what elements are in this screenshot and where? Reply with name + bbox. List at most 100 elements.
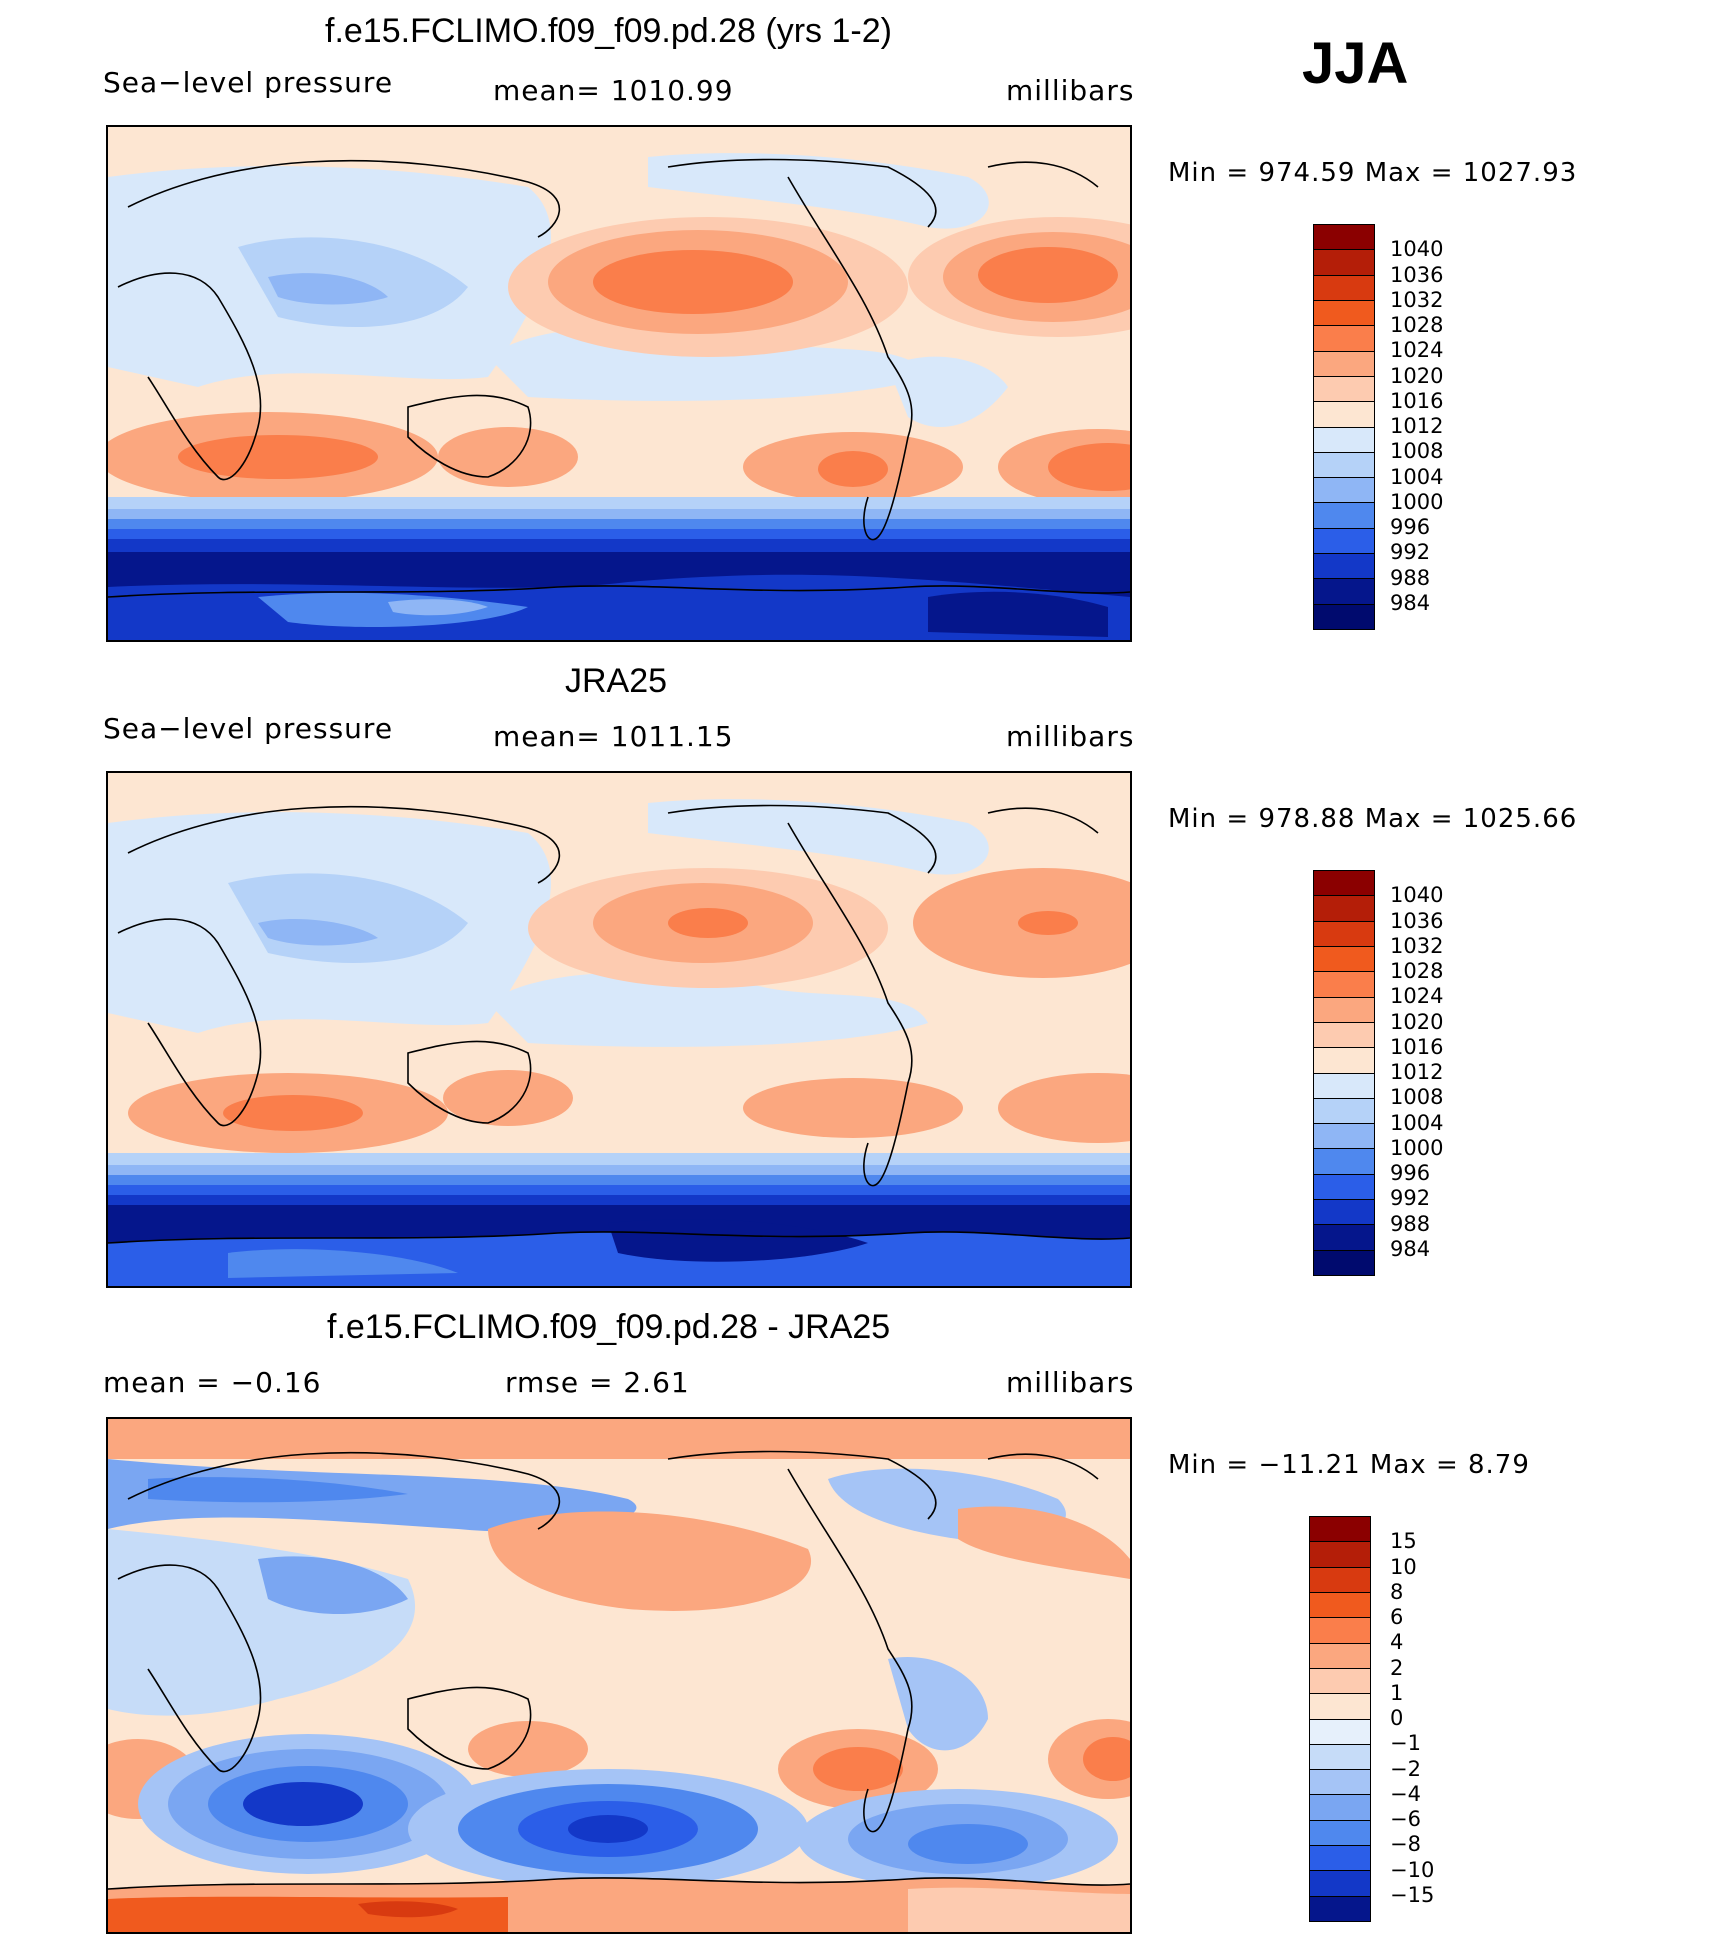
colorbar-swatch	[1314, 326, 1374, 352]
colorbar-swatch	[1314, 1022, 1374, 1049]
colorbar-tick-label: 0	[1390, 1706, 1404, 1730]
colorbar-tick-label: 10	[1390, 1554, 1417, 1579]
colorbar-swatch	[1310, 1618, 1370, 1644]
colorbar-swatch	[1314, 871, 1374, 897]
colorbar-tick-label: 996	[1390, 515, 1431, 539]
colorbar-tick-label: 1016	[1390, 1034, 1444, 1059]
colorbar-swatch	[1314, 402, 1374, 428]
colorbar-swatch	[1310, 1795, 1370, 1821]
colorbar-tick-label: 1040	[1390, 883, 1444, 908]
colorbar-tick-label: −10	[1390, 1857, 1435, 1882]
panel-2-variable-label: Sea−level pressure	[103, 712, 394, 745]
colorbar-swatch	[1310, 1744, 1370, 1771]
panel-1-mean-label: mean= 1010.99	[493, 74, 734, 107]
panel-2-minmax: Min = 978.88 Max = 1025.66	[1168, 804, 1578, 834]
colorbar-swatch	[1314, 579, 1374, 605]
colorbar-tick-label: −1	[1390, 1731, 1421, 1756]
colorbar-tick-label: 1004	[1390, 464, 1444, 489]
colorbar-swatch	[1314, 1048, 1374, 1074]
season-label: JJA	[1302, 31, 1409, 96]
colorbar-tick-label: 1032	[1390, 287, 1444, 312]
colorbar-tick-label: 1036	[1390, 262, 1444, 287]
colorbar-tick-label: 1008	[1390, 439, 1444, 464]
panel-3-colorbar	[1309, 1516, 1371, 1922]
colorbar-swatch	[1310, 1871, 1370, 1897]
colorbar-swatch	[1314, 1149, 1374, 1175]
colorbar-tick-label: 984	[1390, 1236, 1431, 1261]
panel-1-map-svg	[108, 127, 1130, 640]
colorbar-tick-label: 1028	[1390, 959, 1444, 983]
colorbar-swatch	[1310, 1567, 1370, 1593]
colorbar-swatch	[1314, 972, 1374, 998]
colorbar-tick-label: 1000	[1390, 1135, 1444, 1160]
colorbar-tick-label: −6	[1390, 1807, 1421, 1831]
colorbar-tick-label: 8	[1390, 1579, 1404, 1604]
colorbar-tick-label: 1004	[1390, 1110, 1444, 1135]
colorbar-swatch	[1314, 225, 1374, 251]
colorbar-swatch	[1310, 1820, 1370, 1847]
panel-3-map	[106, 1417, 1132, 1934]
colorbar-tick-label: −8	[1390, 1832, 1421, 1857]
colorbar-swatch	[1310, 1643, 1370, 1669]
colorbar-tick-label: 1024	[1390, 984, 1444, 1009]
colorbar-tick-label: 1008	[1390, 1085, 1444, 1110]
panel-2-title: JRA25	[565, 662, 668, 700]
colorbar-tick-label: 1024	[1390, 338, 1444, 363]
colorbar-tick-label: 988	[1390, 1211, 1431, 1236]
colorbar-swatch	[1314, 1225, 1374, 1251]
panel-3-colorbar-ticks: 15 10 8 6 4 2 1 0 −1 −2 −4 −6 −8 −10 −15	[1390, 1516, 1480, 1920]
colorbar-tick-label: 992	[1390, 540, 1431, 565]
panel-2-map-svg	[108, 773, 1130, 1286]
panel-2-mean-label: mean= 1011.15	[493, 720, 734, 753]
colorbar-swatch	[1314, 478, 1374, 504]
colorbar-swatch	[1310, 1592, 1370, 1619]
colorbar-swatch	[1310, 1770, 1370, 1796]
colorbar-tick-label: 1012	[1390, 1060, 1444, 1084]
colorbar-swatch	[1314, 1098, 1374, 1125]
colorbar-swatch	[1314, 376, 1374, 403]
panel-1-units-label: millibars	[1006, 74, 1135, 107]
colorbar-swatch	[1310, 1517, 1370, 1543]
colorbar-swatch	[1314, 921, 1374, 947]
colorbar-tick-label: 15	[1390, 1529, 1417, 1554]
colorbar-swatch	[1314, 452, 1374, 479]
panel-3-rmse-label: rmse = 2.61	[505, 1366, 690, 1399]
colorbar-tick-label: 1040	[1390, 237, 1444, 262]
colorbar-tick-label: −4	[1390, 1781, 1421, 1806]
colorbar-swatch	[1314, 300, 1374, 327]
panel-1-minmax: Min = 974.59 Max = 1027.93	[1168, 158, 1578, 188]
colorbar-swatch	[1314, 427, 1374, 453]
colorbar-swatch	[1314, 503, 1374, 529]
panel-1-map	[106, 125, 1132, 642]
colorbar-swatch	[1314, 351, 1374, 377]
panel-1-colorbar	[1313, 224, 1375, 630]
panel-2-colorbar	[1313, 870, 1375, 1276]
panel-2-map	[106, 771, 1132, 1288]
panel-2-colorbar-ticks: 1040 1036 1032 1028 1024 1020 1016 1012 1008 1004…	[1390, 870, 1480, 1274]
panel-3-mean-label: mean = −0.16	[103, 1366, 322, 1399]
colorbar-swatch	[1310, 1896, 1370, 1921]
colorbar-swatch	[1314, 604, 1374, 629]
colorbar-tick-label: 984	[1390, 590, 1431, 615]
colorbar-swatch	[1314, 1124, 1374, 1150]
colorbar-tick-label: 1036	[1390, 908, 1444, 933]
panel-3-minmax: Min = −11.21 Max = 8.79	[1168, 1450, 1530, 1480]
colorbar-swatch	[1310, 1719, 1370, 1745]
colorbar-tick-label: 996	[1390, 1161, 1431, 1185]
colorbar-tick-label: 4	[1390, 1630, 1404, 1655]
colorbar-swatch	[1310, 1846, 1370, 1872]
colorbar-tick-label: 1032	[1390, 933, 1444, 958]
colorbar-swatch	[1314, 946, 1374, 973]
panel-3-title: f.e15.FCLIMO.f09_f09.pd.28 - JRA25	[327, 1308, 891, 1346]
colorbar-tick-label: 6	[1390, 1605, 1404, 1629]
colorbar-swatch	[1310, 1668, 1370, 1695]
colorbar-tick-label: 992	[1390, 1186, 1431, 1211]
colorbar-tick-label: 1020	[1390, 363, 1444, 388]
colorbar-swatch	[1314, 896, 1374, 922]
panel-2-units-label: millibars	[1006, 720, 1135, 753]
colorbar-swatch	[1314, 1073, 1374, 1099]
colorbar-swatch	[1314, 1174, 1374, 1201]
panel-1-title: f.e15.FCLIMO.f09_f09.pd.28 (yrs 1-2)	[325, 12, 892, 50]
panel-3-units-label: millibars	[1006, 1366, 1135, 1399]
colorbar-tick-label: 2	[1390, 1655, 1404, 1680]
